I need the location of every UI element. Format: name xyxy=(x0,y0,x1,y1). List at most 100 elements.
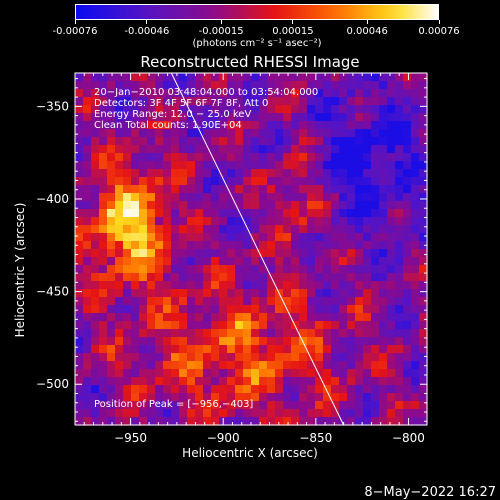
heatmap-cell xyxy=(187,177,196,186)
heatmap-cell xyxy=(171,313,180,322)
heatmap-cell xyxy=(139,225,148,234)
heatmap-cell xyxy=(107,409,116,418)
heatmap-cell xyxy=(91,161,100,170)
heatmap-cell xyxy=(147,177,156,186)
heatmap-cell xyxy=(291,129,300,138)
heatmap-cell xyxy=(171,73,180,82)
heatmap-cell xyxy=(139,129,148,138)
heatmap-cell xyxy=(339,409,348,418)
solar-limb-line xyxy=(170,72,345,426)
heatmap-cell xyxy=(347,137,356,146)
heatmap-cell xyxy=(75,89,84,98)
heatmap-cell xyxy=(235,249,244,258)
heatmap-cell xyxy=(139,297,148,306)
heatmap-cell xyxy=(123,193,132,202)
heatmap-cell xyxy=(267,297,276,306)
heatmap-cell xyxy=(203,369,212,378)
heatmap-cell xyxy=(235,401,244,410)
heatmap-cell xyxy=(283,105,292,114)
heatmap-cell xyxy=(115,105,124,114)
heatmap-cell xyxy=(251,385,260,394)
heatmap-cell xyxy=(171,97,180,106)
heatmap-cell xyxy=(299,233,308,242)
heatmap-cell xyxy=(187,393,196,402)
heatmap-cell xyxy=(275,329,284,338)
heatmap-cell xyxy=(99,81,108,90)
heatmap-cell xyxy=(155,161,164,170)
heatmap-cell xyxy=(91,129,100,138)
heatmap-cell xyxy=(75,321,84,330)
heatmap-cell xyxy=(227,185,236,194)
heatmap-cell xyxy=(115,337,124,346)
x-tick-label: −950 xyxy=(114,431,147,445)
heatmap-cell xyxy=(227,361,236,370)
heatmap-cell xyxy=(307,321,316,330)
heatmap-cell xyxy=(339,161,348,170)
heatmap-cell xyxy=(131,81,140,90)
heatmap-cell xyxy=(203,201,212,210)
heatmap-cell xyxy=(419,377,428,386)
heatmap-cell xyxy=(235,417,244,426)
heatmap-cell xyxy=(139,177,148,186)
heatmap-cell xyxy=(291,241,300,250)
heatmap-cell xyxy=(371,297,380,306)
heatmap-cell xyxy=(179,377,188,386)
heatmap-cell xyxy=(403,97,412,106)
heatmap-cell xyxy=(235,265,244,274)
heatmap-cell xyxy=(355,289,364,298)
heatmap-cell xyxy=(339,129,348,138)
heatmap-cell xyxy=(403,417,412,426)
heatmap-cell xyxy=(107,361,116,370)
heatmap-cell xyxy=(355,417,364,426)
heatmap-cell xyxy=(211,161,220,170)
heatmap-cell xyxy=(307,305,316,314)
heatmap-cell xyxy=(171,297,180,306)
heatmap-cell xyxy=(283,345,292,354)
heatmap-cell xyxy=(91,297,100,306)
heatmap-cell xyxy=(379,329,388,338)
heatmap-cell xyxy=(355,105,364,114)
heatmap-cell xyxy=(139,273,148,282)
heatmap-cell xyxy=(195,305,204,314)
heatmap-cell xyxy=(379,401,388,410)
heatmap-cell xyxy=(387,369,396,378)
heatmap-cell xyxy=(347,233,356,242)
heatmap-cell xyxy=(195,217,204,226)
heatmap-cell xyxy=(227,297,236,306)
heatmap-cell xyxy=(347,385,356,394)
heatmap-cell xyxy=(315,225,324,234)
heatmap-cell xyxy=(251,137,260,146)
heatmap-cell xyxy=(339,121,348,130)
heatmap-cell xyxy=(307,417,316,426)
heatmap-cell xyxy=(155,409,164,418)
heatmap-cell xyxy=(347,265,356,274)
heatmap-cell xyxy=(323,273,332,282)
heatmap-cell xyxy=(259,113,268,122)
heatmap-cell xyxy=(187,89,196,98)
heatmap-cell xyxy=(419,281,428,290)
heatmap-cell xyxy=(411,73,420,82)
heatmap-cell xyxy=(219,289,228,298)
heatmap-cell xyxy=(291,137,300,146)
heatmap-cell xyxy=(171,129,180,138)
heatmap-cell xyxy=(323,225,332,234)
heatmap-cell xyxy=(131,377,140,386)
heatmap-cell xyxy=(283,393,292,402)
heatmap-cell xyxy=(211,401,220,410)
heatmap-cell xyxy=(187,369,196,378)
heatmap-cell xyxy=(75,353,84,362)
heatmap-cell xyxy=(83,153,92,162)
colorbar-tick-mark xyxy=(146,20,148,24)
heatmap-cell xyxy=(379,209,388,218)
heatmap-cell xyxy=(123,265,132,274)
heatmap-cell xyxy=(283,265,292,274)
heatmap-cell xyxy=(267,329,276,338)
info-line: Clean Total counts: 1.90E+04 xyxy=(94,120,242,131)
heatmap-cell xyxy=(315,81,324,90)
heatmap-cell xyxy=(179,289,188,298)
heatmap-cell xyxy=(123,321,132,330)
heatmap-cell xyxy=(83,97,92,106)
heatmap-cell xyxy=(203,281,212,290)
heatmap-cell xyxy=(299,257,308,266)
heatmap-cell xyxy=(331,305,340,314)
